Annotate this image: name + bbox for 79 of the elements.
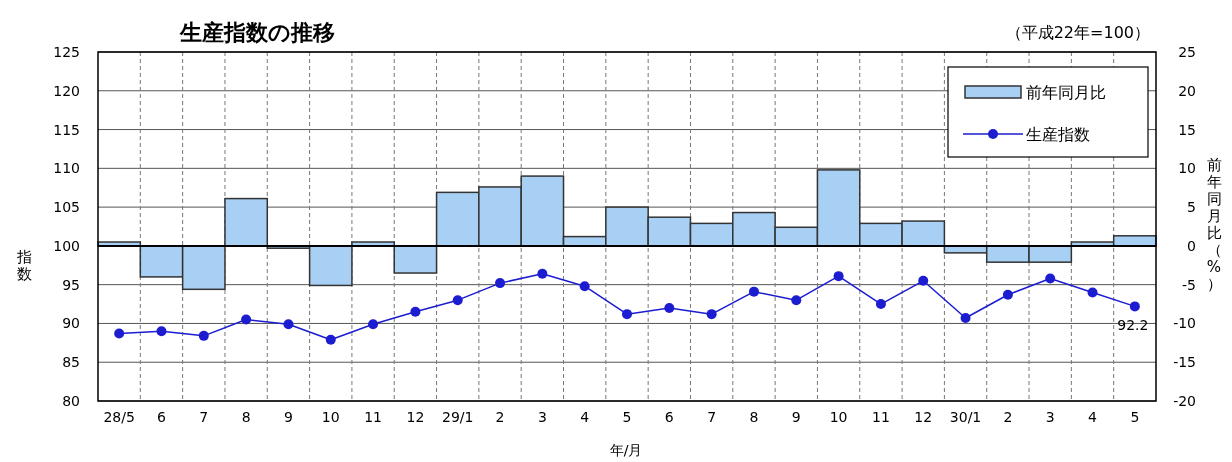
y-tick-label: 110 — [53, 160, 80, 177]
x-tick-label: 30/1 — [949, 409, 982, 425]
chart-title: 生産指数の推移 — [179, 20, 335, 45]
y2-tick-label: 10 — [1178, 160, 1196, 177]
x-tick-label: 5 — [1130, 409, 1140, 425]
x-tick-label: 8 — [241, 409, 251, 425]
point — [960, 313, 971, 324]
y-tick-label: 115 — [53, 121, 80, 138]
x-tick-label: 6 — [157, 409, 167, 425]
point — [833, 271, 844, 282]
bar — [393, 245, 438, 274]
x-tick-label: 3 — [537, 409, 547, 425]
x-tick-label: 7 — [199, 409, 209, 425]
point — [579, 281, 590, 292]
x-tick-label: 29/1 — [441, 409, 474, 425]
y2-tick-label: 20 — [1178, 82, 1196, 99]
point — [1002, 289, 1013, 300]
point — [452, 295, 463, 306]
point — [1045, 273, 1056, 284]
point — [410, 306, 421, 317]
point — [622, 309, 632, 320]
y2-tick-label: 25 — [1178, 44, 1196, 60]
point — [748, 286, 759, 297]
x-tick-label: 9 — [283, 409, 293, 425]
point — [1129, 301, 1140, 312]
y2-axis-title: 前年同月比（%） — [1206, 156, 1222, 293]
point — [368, 319, 379, 330]
y-tick-label: 100 — [53, 237, 80, 254]
x-tick-label: 12 — [914, 409, 933, 425]
text: （平成22年=100） — [1005, 23, 1150, 42]
y2-tick-label: 0 — [1187, 237, 1196, 254]
point — [495, 278, 506, 289]
x-tick-label: 3 — [1045, 409, 1055, 425]
point — [114, 328, 125, 339]
y-tick-label: 120 — [53, 82, 80, 99]
x-axis-title: 年/月 — [609, 442, 643, 458]
x-tick-label: 11 — [364, 409, 382, 425]
point — [198, 330, 209, 341]
y2-tick-label: -10 — [1173, 315, 1196, 332]
x-tick-label: 4 — [580, 409, 590, 425]
y-tick-label: 125 — [53, 44, 80, 60]
point — [241, 314, 252, 325]
point — [875, 299, 886, 310]
x-tick-label: 2 — [495, 409, 505, 425]
y-tick-label: 80 — [62, 393, 80, 409]
x-tick-label: 28/5 — [103, 409, 135, 425]
point — [156, 326, 167, 337]
point — [791, 295, 802, 306]
bar — [224, 197, 269, 247]
x-tick-label: 10 — [321, 409, 340, 425]
x-tick-label: 5 — [622, 409, 632, 425]
point — [283, 319, 294, 330]
x-tick-label: 11 — [872, 409, 890, 425]
x-tick-label: 9 — [791, 409, 801, 425]
y2-tick-label: -15 — [1173, 354, 1196, 371]
x-tick-label: 12 — [406, 409, 425, 425]
y-axis-title: 指数 — [15, 248, 32, 283]
point — [706, 309, 717, 320]
point — [537, 268, 548, 279]
point — [1087, 287, 1098, 298]
y-tick-label: 105 — [53, 199, 80, 216]
x-tick-label: 8 — [749, 409, 759, 425]
y-tick-label: 85 — [62, 354, 80, 371]
y-tick-label: 95 — [62, 276, 80, 293]
y2-tick-label: 15 — [1178, 121, 1196, 138]
x-tick-label: 2 — [1003, 409, 1013, 425]
x-tick-label: 6 — [664, 409, 674, 425]
legend-label: 生産指数 — [1026, 125, 1090, 144]
y2-tick-label: 5 — [1187, 199, 1196, 216]
legend-label: 前年同月比 — [1026, 83, 1106, 102]
point — [325, 334, 336, 345]
y2-tick-label: -20 — [1173, 393, 1196, 409]
x-tick-label: 10 — [829, 409, 848, 425]
point — [918, 275, 929, 286]
y2-tick-label: -5 — [1182, 276, 1196, 293]
y-tick-label: 90 — [62, 315, 80, 332]
x-tick-label: 7 — [707, 409, 717, 425]
x-tick-label: 4 — [1088, 409, 1098, 425]
point — [664, 302, 675, 313]
